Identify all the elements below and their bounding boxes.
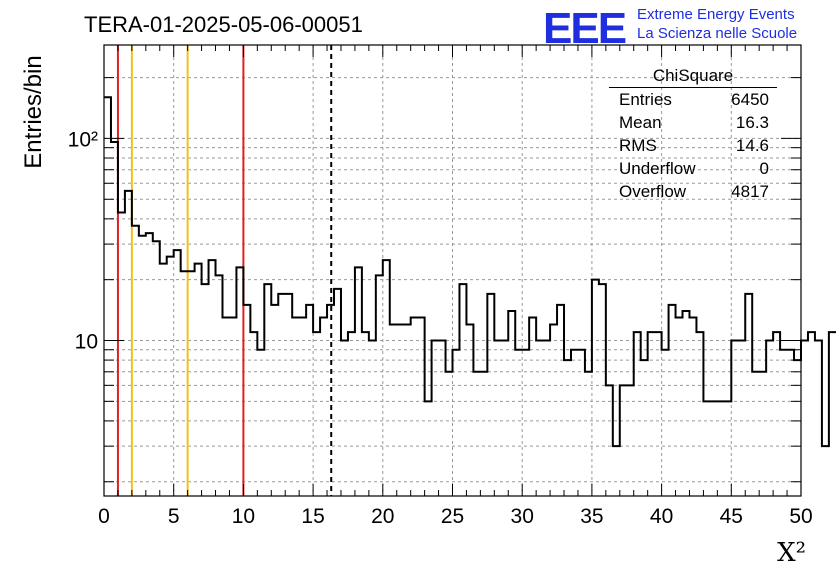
stats-value: 16.3	[735, 113, 769, 132]
x-tick-label: 25	[441, 505, 464, 528]
stats-row-overflow: Overflow 4817	[609, 180, 777, 203]
x-tick-label: 5	[168, 505, 180, 528]
x-axis-label: X²	[777, 538, 806, 568]
x-tick-label: 30	[511, 505, 534, 528]
stats-label: Entries	[619, 90, 672, 109]
x-tick-label: 40	[650, 505, 673, 528]
stats-row-entries: Entries 6450	[609, 88, 777, 111]
stats-value: 0	[759, 159, 769, 178]
stats-value: 14.6	[735, 136, 769, 155]
logo-line-2: La Scienza nelle Scuole	[637, 25, 798, 42]
stats-row-rms: RMS 14.6	[609, 134, 777, 157]
x-tick-label: 15	[301, 505, 324, 528]
y-tick-label: 10	[75, 331, 98, 354]
stats-label: Overflow	[619, 182, 687, 201]
logo-line-1: Extreme Energy Events	[637, 6, 795, 23]
stats-label: Mean	[619, 113, 662, 132]
stats-value: 4817	[731, 182, 769, 201]
eee-logo: EEE	[543, 4, 627, 53]
stats-label: Underflow	[619, 159, 696, 178]
stats-value: 6450	[731, 90, 769, 109]
x-tick-label: 50	[789, 505, 812, 528]
plot-title: TERA-01-2025-05-06-00051	[84, 12, 363, 37]
x-tick-label: 20	[371, 505, 394, 528]
stats-title: ChiSquare	[609, 66, 777, 88]
stats-row-mean: Mean 16.3	[609, 111, 777, 134]
x-tick-label: 10	[232, 505, 255, 528]
stats-row-underflow: Underflow 0	[609, 157, 777, 180]
y-tick-label: 10²	[68, 128, 98, 151]
y-axis-label: Entries/bin	[20, 55, 47, 169]
x-tick-label: 0	[98, 505, 110, 528]
x-tick-label: 35	[580, 505, 603, 528]
stats-label: RMS	[619, 136, 657, 155]
x-tick-label: 45	[720, 505, 743, 528]
histogram-bins	[104, 96, 836, 448]
stats-box: ChiSquare Entries 6450 Mean 16.3 RMS 14.…	[609, 66, 777, 203]
